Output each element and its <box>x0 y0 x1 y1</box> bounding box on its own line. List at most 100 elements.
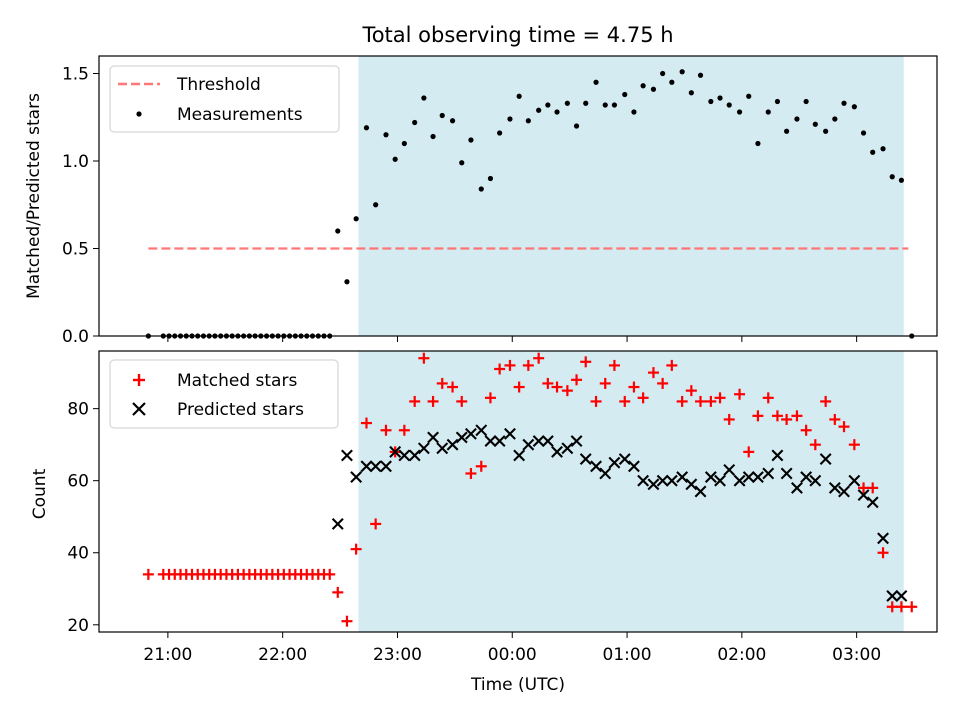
matched-star-point <box>599 377 611 389</box>
y-tick-label: 80 <box>67 400 89 420</box>
predicted-star-point <box>331 517 344 530</box>
predicted-star-point <box>780 467 793 480</box>
top-y-axis-label: Matched/Predicted stars <box>24 93 44 299</box>
predicted-star-point <box>791 481 803 494</box>
predicted-star-point <box>417 442 430 455</box>
y-tick-label: 0.5 <box>62 240 89 260</box>
measurement-point <box>373 202 379 208</box>
matched-star-point <box>734 388 746 400</box>
predicted-star-point <box>541 435 554 448</box>
matched-star-point <box>752 410 764 422</box>
bottom-panel: 20 40 60 80 21:00 22:00 23:00 00:00 01:00 02:00 0… <box>30 350 938 695</box>
matched-star-point <box>513 381 525 393</box>
matched-star-point <box>676 395 688 407</box>
predicted-star-point <box>723 463 736 476</box>
measurement-point <box>622 91 628 98</box>
predicted-star-point <box>398 449 411 462</box>
predicted-star-point <box>579 453 592 466</box>
predicted-star-point <box>704 471 717 484</box>
predicted-star-point <box>828 481 841 494</box>
measurement-point <box>660 70 666 77</box>
measurement-point <box>679 69 685 75</box>
matched-star-point <box>427 395 439 407</box>
measurement-point <box>353 216 359 222</box>
measurement-point <box>851 104 857 110</box>
matched-star-point <box>877 547 889 559</box>
predicted-star-point <box>504 427 516 440</box>
measurement-point <box>602 102 608 108</box>
matched-star-point <box>418 352 430 364</box>
matched-star-point <box>522 359 534 371</box>
matched-star-point <box>341 615 353 627</box>
legend-predicted-swatch <box>132 402 146 416</box>
predicted-star-point <box>895 590 908 602</box>
matched-star-point <box>647 367 659 379</box>
measurement-point <box>611 102 618 108</box>
measurement-point <box>497 130 503 136</box>
measurement-point <box>812 121 818 127</box>
measurement-point <box>545 102 551 108</box>
matched-star-point <box>685 385 697 397</box>
measurement-point <box>765 109 771 115</box>
predicted-star-point <box>877 532 889 545</box>
measurement-point <box>631 109 637 115</box>
predicted-star-point <box>608 456 621 469</box>
measurement-point <box>459 160 465 166</box>
y-tick-label: 0.0 <box>62 327 89 347</box>
matched-star-point <box>791 410 803 422</box>
matched-star-point <box>838 421 850 433</box>
matched-star-point <box>762 392 774 404</box>
matched-star-point <box>398 424 410 436</box>
predicted-star-point <box>647 478 660 491</box>
matched-star-point <box>484 392 496 404</box>
y-tick-label: 20 <box>67 616 89 636</box>
predicted-star-point <box>389 445 402 458</box>
measurement-point <box>525 118 531 124</box>
matched-star-point <box>800 424 812 436</box>
y-tick-label: 60 <box>67 472 89 492</box>
matched-star-point <box>809 439 821 451</box>
predicted-star-point <box>561 442 574 455</box>
measurement-point <box>412 119 418 126</box>
matched-star-point <box>504 359 516 371</box>
predicted-star-point <box>493 435 506 448</box>
bottom-legend: Matched stars Predicted stars <box>109 359 339 429</box>
matched-star-point <box>867 482 879 494</box>
legend-measurements-label: Measurements <box>177 105 303 125</box>
predicted-star-point <box>751 471 764 484</box>
matched-star-point <box>695 395 707 407</box>
bottom-shaded-interval <box>358 351 904 632</box>
matched-star-point <box>409 395 421 407</box>
measurement-point <box>421 95 427 101</box>
predicted-star-point <box>369 460 382 473</box>
predicted-star-point <box>685 478 698 491</box>
matched-star-point <box>370 518 382 530</box>
predicted-star-point <box>714 474 726 487</box>
measurement-point <box>755 140 761 147</box>
matched-star-point <box>590 395 602 407</box>
top-shaded-interval <box>358 56 904 336</box>
predicted-star-point <box>484 435 497 448</box>
measurement-point <box>583 100 589 106</box>
measurement-point <box>803 98 809 105</box>
matched-star-point <box>380 424 392 436</box>
predicted-star-point <box>341 449 353 462</box>
measurement-point <box>478 186 484 192</box>
predicted-star-point <box>455 431 468 444</box>
bottom-y-axis-label: Count <box>30 468 50 519</box>
measurement-point <box>870 149 876 155</box>
predicted-star-point <box>408 449 421 462</box>
matched-star-point <box>637 392 649 404</box>
matched-star-point <box>542 377 554 389</box>
predicted-star-point <box>522 438 535 451</box>
predicted-star-point <box>427 431 439 444</box>
predicted-star-point <box>637 474 650 487</box>
matched-star-point <box>820 395 832 407</box>
predicted-star-point <box>628 460 640 473</box>
measurement-point <box>823 128 829 134</box>
measurement-point <box>708 98 714 105</box>
measurement-point <box>794 116 800 122</box>
measurement-point <box>344 279 350 285</box>
measurement-point <box>430 133 436 140</box>
matched-star-point <box>771 410 783 422</box>
